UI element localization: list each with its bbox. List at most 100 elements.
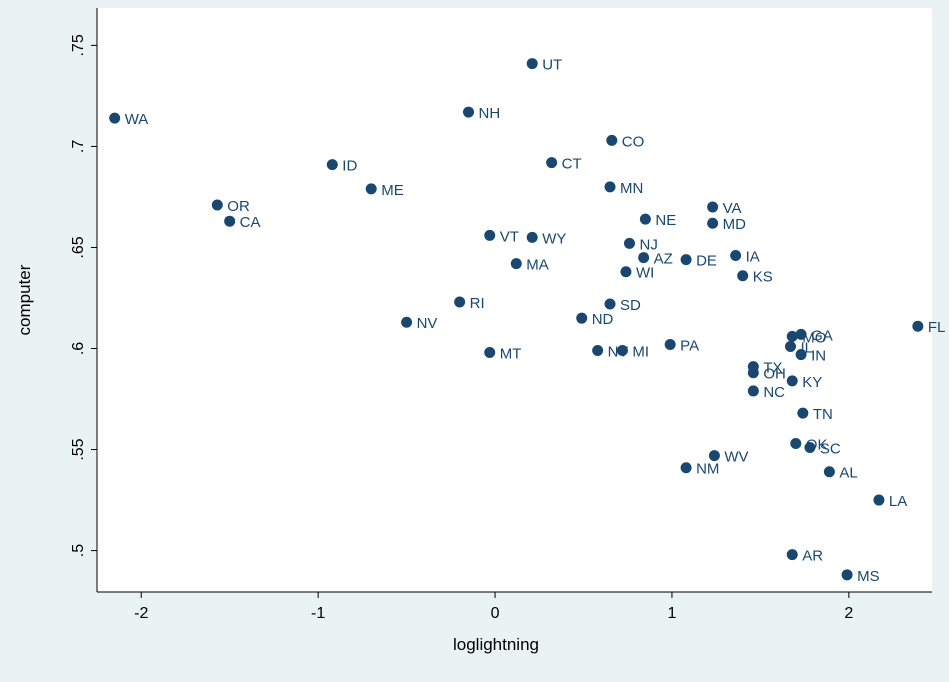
point-label: KS bbox=[753, 269, 773, 286]
point-label: CO bbox=[622, 133, 645, 150]
y-axis-title: computer bbox=[15, 264, 34, 335]
point bbox=[707, 217, 719, 229]
point bbox=[708, 450, 720, 462]
point-label: NC bbox=[763, 384, 785, 401]
point bbox=[873, 494, 885, 506]
point bbox=[786, 549, 798, 561]
point bbox=[604, 298, 616, 310]
y-tick-label: .55 bbox=[70, 438, 87, 460]
x-axis-title: loglightning bbox=[453, 635, 539, 654]
point-label: WI bbox=[636, 265, 654, 282]
point-label: NV bbox=[417, 315, 438, 332]
point-label: RI bbox=[470, 295, 485, 312]
point bbox=[365, 183, 377, 195]
point bbox=[737, 270, 749, 282]
point-label: MI bbox=[632, 343, 649, 360]
point bbox=[224, 215, 236, 227]
point bbox=[211, 199, 223, 211]
point-label: GA bbox=[811, 327, 833, 344]
point bbox=[526, 58, 538, 70]
point-label: OR bbox=[227, 198, 250, 215]
point bbox=[576, 312, 588, 324]
point-label: VT bbox=[500, 228, 519, 245]
point-label: NH bbox=[479, 105, 501, 122]
point-label: MD bbox=[723, 216, 746, 233]
point bbox=[707, 201, 719, 213]
x-tick-label: 1 bbox=[667, 605, 676, 622]
point bbox=[604, 181, 616, 193]
point bbox=[620, 266, 632, 278]
point bbox=[484, 347, 496, 359]
point-label: LA bbox=[889, 493, 907, 510]
point-label: NE bbox=[655, 212, 676, 229]
point bbox=[606, 134, 618, 146]
point bbox=[510, 258, 522, 270]
point bbox=[784, 340, 796, 352]
point-label: IA bbox=[746, 249, 760, 266]
point bbox=[804, 442, 816, 454]
point bbox=[730, 250, 742, 262]
point-label: VA bbox=[723, 200, 742, 217]
point-label: ME bbox=[381, 182, 404, 199]
point-label: DE bbox=[696, 253, 717, 270]
point bbox=[795, 349, 807, 361]
x-tick-label: -1 bbox=[311, 605, 325, 622]
y-tick-label: .7 bbox=[70, 140, 87, 153]
point bbox=[786, 375, 798, 387]
point bbox=[526, 231, 538, 243]
plot-area bbox=[97, 8, 932, 592]
point-label: MT bbox=[500, 346, 522, 363]
point-label: UT bbox=[542, 57, 562, 74]
point bbox=[401, 316, 413, 328]
x-tick-label: 0 bbox=[491, 605, 500, 622]
point-label: AR bbox=[802, 548, 823, 565]
point-label: WY bbox=[542, 230, 566, 247]
y-tick-label: .5 bbox=[70, 544, 87, 557]
point-label: WV bbox=[724, 449, 748, 466]
point-label: MA bbox=[526, 257, 549, 274]
x-tick-label: -2 bbox=[134, 605, 148, 622]
point bbox=[616, 345, 628, 357]
point bbox=[841, 569, 853, 581]
point-label: OH bbox=[763, 366, 786, 383]
point bbox=[912, 320, 924, 332]
point bbox=[463, 106, 475, 118]
y-tick-label: .75 bbox=[70, 34, 87, 56]
point bbox=[623, 237, 635, 249]
point-label: MO bbox=[802, 329, 826, 346]
point bbox=[747, 367, 759, 379]
point-label: SC bbox=[820, 440, 841, 457]
point-label: CA bbox=[240, 214, 261, 231]
point-label: CT bbox=[562, 156, 582, 173]
point bbox=[790, 437, 802, 449]
point-label: KY bbox=[802, 374, 822, 391]
point-label: AL bbox=[839, 465, 857, 482]
point-label: NJ bbox=[639, 236, 657, 253]
point-label: FL bbox=[928, 319, 946, 336]
point bbox=[109, 112, 121, 124]
point bbox=[797, 407, 809, 419]
point-label: IN bbox=[811, 348, 826, 365]
point bbox=[823, 466, 835, 478]
point-label: AZ bbox=[654, 251, 673, 268]
point bbox=[484, 229, 496, 241]
y-tick-label: .6 bbox=[70, 342, 87, 355]
point-label: TN bbox=[813, 406, 833, 423]
point-label: SD bbox=[620, 297, 641, 314]
point bbox=[664, 338, 676, 350]
point bbox=[546, 157, 558, 169]
point bbox=[680, 462, 692, 474]
point-label: MS bbox=[857, 568, 880, 585]
point bbox=[326, 159, 338, 171]
y-tick-label: .65 bbox=[70, 236, 87, 258]
point bbox=[454, 296, 466, 308]
point-label: WA bbox=[125, 111, 149, 128]
point-label: ND bbox=[592, 311, 614, 328]
point bbox=[786, 330, 798, 342]
point bbox=[680, 254, 692, 266]
point bbox=[638, 252, 650, 264]
point-label: ID bbox=[342, 158, 357, 175]
point bbox=[795, 328, 807, 340]
point bbox=[747, 385, 759, 397]
